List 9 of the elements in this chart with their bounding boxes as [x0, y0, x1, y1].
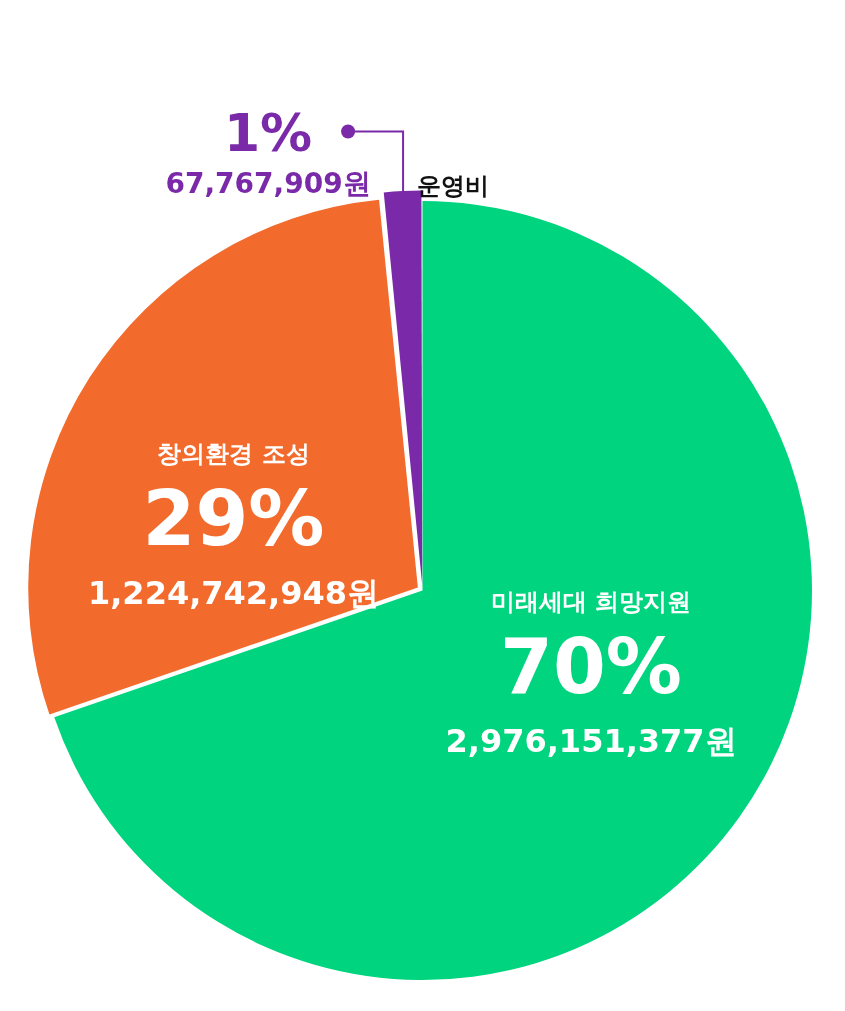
slice-label: 미래세대 희망지원 [490, 587, 692, 616]
text: 29% [142, 474, 325, 564]
data-label: 67,767,909원 [165, 166, 371, 200]
slice-label: 창의환경 조성 [157, 439, 310, 468]
slice-label: 운영비 [417, 171, 490, 200]
data-label: 1,224,742,948원 [87, 573, 380, 612]
text: 70% [500, 622, 683, 712]
data-label: 2,976,151,377원 [445, 721, 737, 760]
text: 1% [223, 103, 313, 163]
